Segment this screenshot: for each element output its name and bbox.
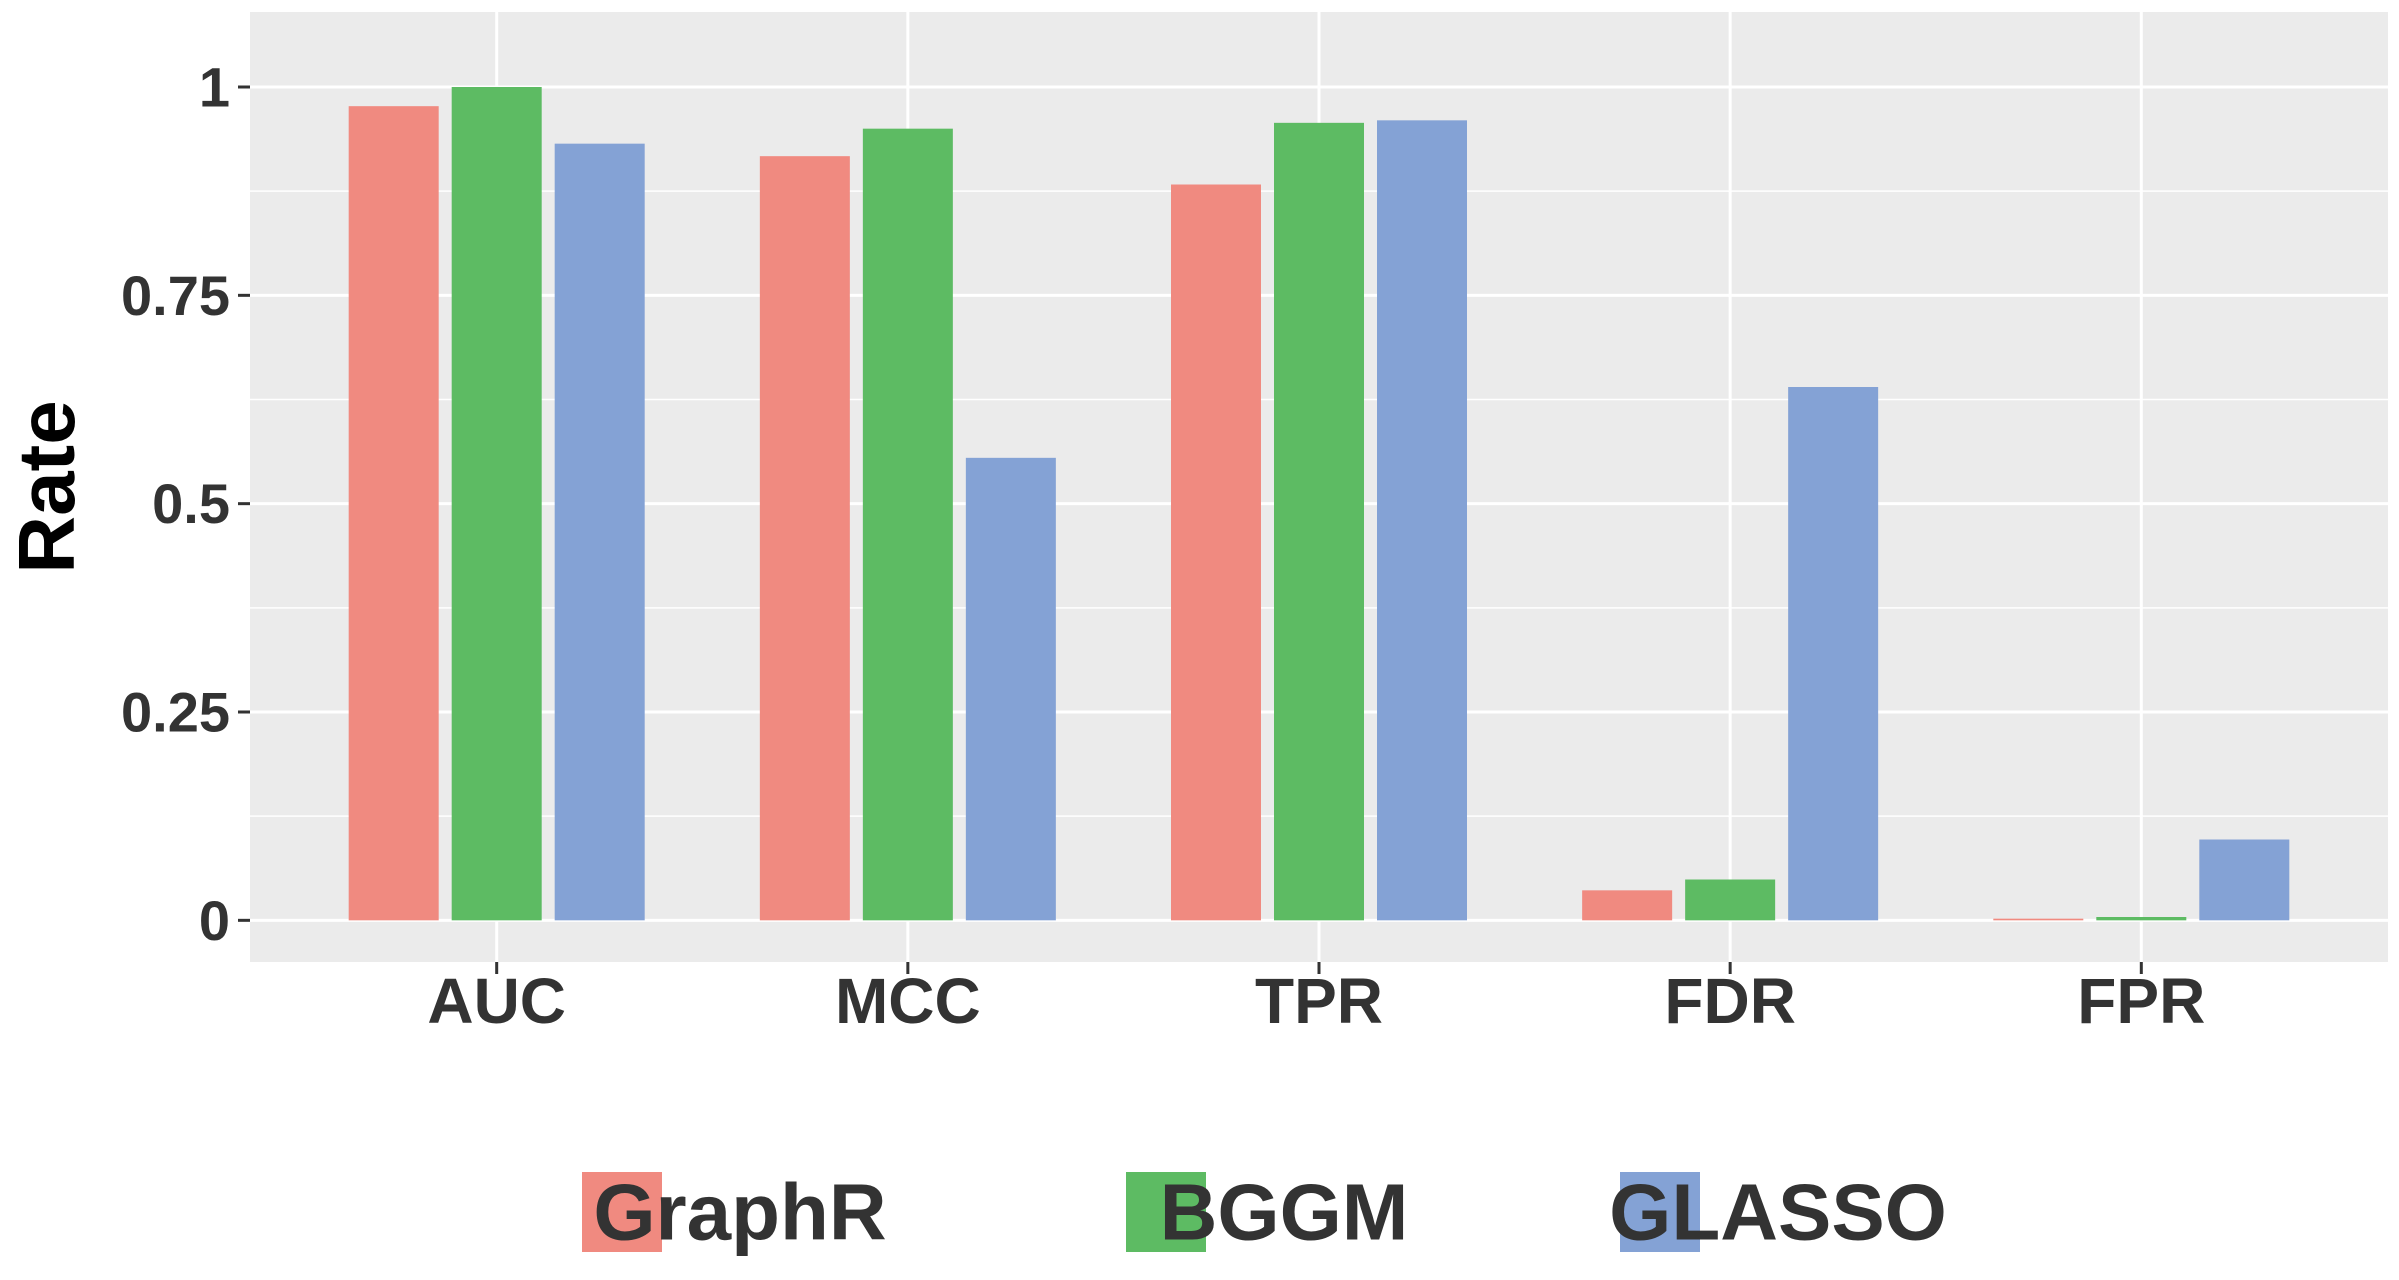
y-tick-label: 0.5 <box>152 472 230 535</box>
bar-bggm-mcc <box>862 128 953 921</box>
bar-graphr-mcc <box>759 156 850 921</box>
bar-glasso-fdr <box>1788 387 1879 921</box>
legend-label-graphr: GraphR <box>593 1168 886 1257</box>
bar-graphr-fdr <box>1582 890 1673 921</box>
y-axis-title: Rate <box>2 400 91 573</box>
x-tick-label-fdr: FDR <box>1664 965 1796 1037</box>
bar-bggm-tpr <box>1274 122 1364 921</box>
legend-key-bggm <box>1126 1172 1206 1252</box>
y-tick-label: 1 <box>199 56 230 119</box>
y-tick-label: 0.25 <box>121 681 230 744</box>
bar-graphr-tpr <box>1171 184 1261 921</box>
legend-key-graphr <box>582 1172 662 1252</box>
x-axis-ticks: AUC MCC TPR FDR FPR <box>427 962 2205 1037</box>
y-tick-label: 0 <box>199 889 230 952</box>
bar-glasso-fpr <box>2199 839 2290 921</box>
bar-graphr-fpr <box>1993 918 2084 921</box>
x-tick-label-mcc: MCC <box>835 965 981 1037</box>
legend: GraphR BGGM GLASSO <box>582 1168 1947 1257</box>
bar-bggm-fpr <box>2096 917 2187 921</box>
bar-graphr-auc <box>348 106 439 921</box>
bars <box>348 87 2290 921</box>
legend-label-glasso: GLASSO <box>1609 1168 1947 1257</box>
legend-label-bggm: BGGM <box>1160 1168 1409 1257</box>
y-tick-label: 0.75 <box>121 264 230 327</box>
y-axis-ticks: 0 0.25 0.5 0.75 1 <box>121 56 250 952</box>
bar-bggm-auc <box>451 87 542 921</box>
x-tick-label-auc: AUC <box>427 965 566 1037</box>
legend-key-glasso <box>1620 1172 1700 1252</box>
x-tick-label-tpr: TPR <box>1255 965 1383 1037</box>
bar-bggm-fdr <box>1685 879 1776 921</box>
bar-glasso-tpr <box>1377 120 1467 921</box>
bar-glasso-auc <box>554 143 645 921</box>
bar-glasso-mcc <box>965 457 1056 921</box>
x-tick-label-fpr: FPR <box>2077 965 2205 1037</box>
